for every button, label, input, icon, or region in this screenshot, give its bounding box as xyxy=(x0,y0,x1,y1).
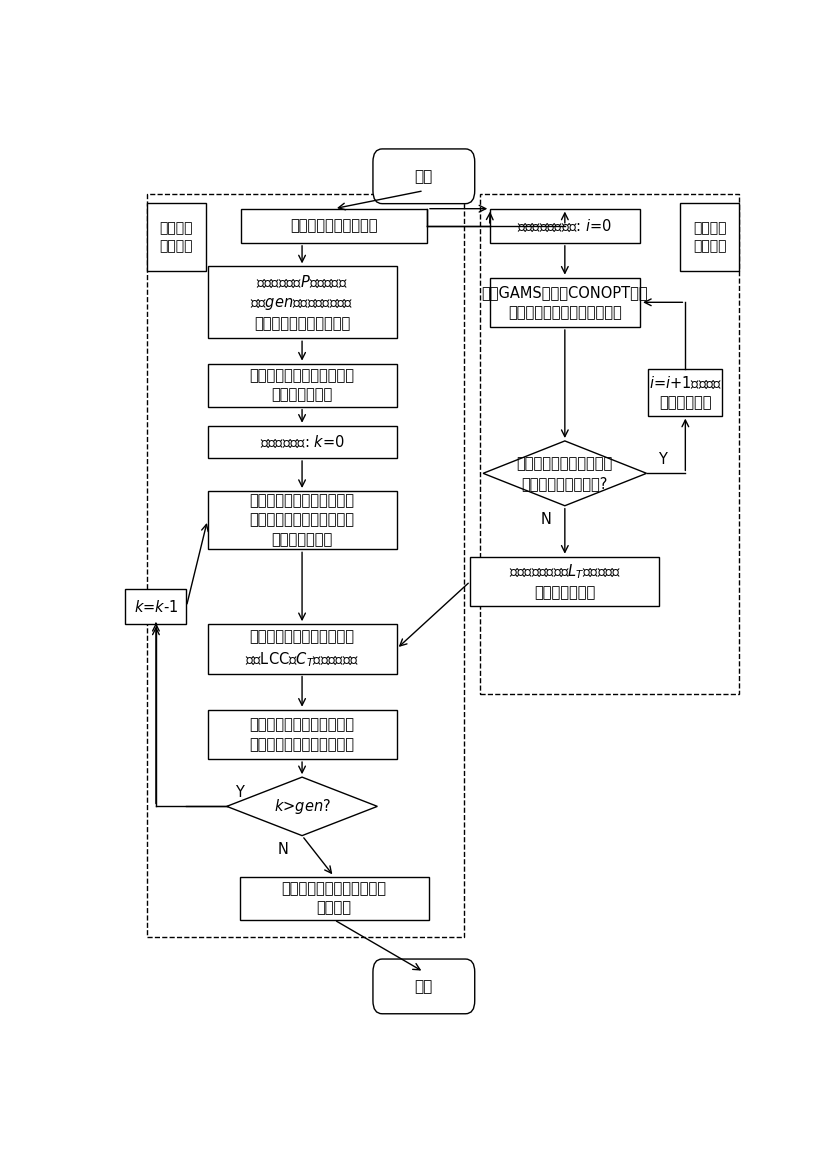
Text: 上层规划
模型求解: 上层规划 模型求解 xyxy=(160,221,194,254)
Text: $i$=$i$+1，并更新
负荷功率数据: $i$=$i$+1，并更新 负荷功率数据 xyxy=(648,374,722,410)
Bar xyxy=(681,203,739,271)
Bar xyxy=(208,426,397,458)
Bar xyxy=(208,491,397,549)
Text: 调用GAMS软件的CONOPT求解
器求解储能的最优充放电策略: 调用GAMS软件的CONOPT求解 器求解储能的最优充放电策略 xyxy=(481,285,648,319)
Text: 三点估计法检验配变负载
率机会约束是否成立?: 三点估计法检验配变负载 率机会约束是否成立? xyxy=(517,456,613,491)
Text: N: N xyxy=(540,512,551,527)
Text: 随机生成配变型号、容量的
初始化父代种群: 随机生成配变型号、容量的 初始化父代种群 xyxy=(250,368,355,402)
Text: $k$=$k$-1: $k$=$k$-1 xyxy=(134,599,178,615)
Text: 开始: 开始 xyxy=(414,168,433,184)
FancyBboxPatch shape xyxy=(373,148,475,203)
Bar xyxy=(208,624,397,673)
Text: 设置进化代数: $k$=0: 设置进化代数: $k$=0 xyxy=(260,434,345,450)
Text: 设置种群规模$P$、最大进化
代数$gen$、选择、交叉、变
异、灾变等算子相关参数: 设置种群规模$P$、最大进化 代数$gen$、选择、交叉、变 异、灾变等算子相关… xyxy=(251,274,354,332)
Text: 输出配变型号、容量的最优
配置方案: 输出配变型号、容量的最优 配置方案 xyxy=(282,880,386,915)
Bar xyxy=(147,194,464,936)
Bar xyxy=(471,556,659,606)
Text: 下层运行
模型求解: 下层运行 模型求解 xyxy=(693,221,726,254)
Bar xyxy=(147,203,206,271)
Text: N: N xyxy=(277,842,289,857)
Bar xyxy=(490,277,640,327)
Text: 输入算例相关参数数据: 输入算例相关参数数据 xyxy=(290,219,378,234)
Bar xyxy=(208,267,397,338)
Bar xyxy=(490,209,640,243)
Polygon shape xyxy=(227,777,377,836)
Polygon shape xyxy=(483,441,647,506)
Bar xyxy=(208,364,397,407)
Text: Y: Y xyxy=(658,452,667,468)
Text: $k$>$gen$?: $k$>$gen$? xyxy=(274,797,331,816)
Bar xyxy=(241,209,427,243)
FancyBboxPatch shape xyxy=(373,959,475,1014)
Bar xyxy=(208,710,397,759)
Text: 结束: 结束 xyxy=(414,978,433,994)
Text: 计算上层规划模型目标函数
配变LCC值$C_{T}$，及其适应度: 计算上层规划模型目标函数 配变LCC值$C_{T}$，及其适应度 xyxy=(245,629,359,669)
Text: Y: Y xyxy=(235,786,244,801)
Text: 将上层规划模型各个体方案
的配变型号、容量信息传递
至下层运行模型: 将上层规划模型各个体方案 的配变型号、容量信息传递 至下层运行模型 xyxy=(250,493,355,547)
Text: 输出配变运行寿命$L_{T}$，返回储能
最优充放电策略: 输出配变运行寿命$L_{T}$，返回储能 最优充放电策略 xyxy=(509,562,621,601)
Bar xyxy=(240,877,428,920)
Bar xyxy=(480,194,739,694)
Text: 执行选择、交叉、变异与灾
变算子运算，形成子代种群: 执行选择、交叉、变异与灾 变算子运算，形成子代种群 xyxy=(250,717,355,752)
Bar xyxy=(126,589,186,623)
Bar xyxy=(648,369,722,416)
Text: 设置负荷增长年数: $i$=0: 设置负荷增长年数: $i$=0 xyxy=(518,217,612,234)
